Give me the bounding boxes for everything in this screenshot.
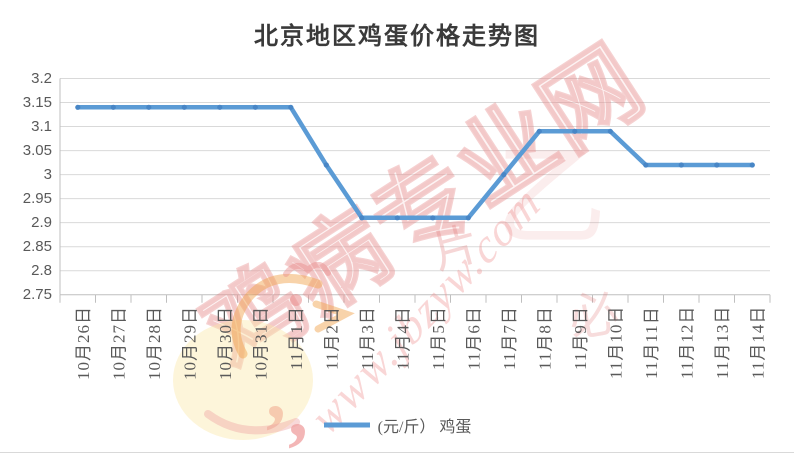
legend-line-icon (323, 422, 370, 428)
x-axis-tick-label: 11月7日 (499, 306, 519, 370)
x-axis-tick-label: 10月26日 (73, 306, 93, 380)
data-point-marker (359, 215, 365, 221)
y-axis-tick-label: 3.2 (31, 69, 52, 87)
data-point-marker (75, 104, 81, 110)
data-point-marker (714, 162, 720, 168)
x-axis-tick-label: 10月29日 (180, 306, 200, 380)
data-point-marker (607, 128, 613, 134)
y-axis-tick-label: 3.05 (22, 141, 52, 159)
x-axis-tick-label: 10月30日 (215, 306, 235, 380)
x-axis-tick-label: 11月4日 (393, 306, 413, 370)
x-axis-tick-label: 11月11日 (641, 306, 661, 379)
data-point-marker (217, 104, 223, 110)
legend-label: (元/斤） 鸡蛋 (377, 419, 472, 436)
data-point-marker (252, 104, 258, 110)
x-axis-tick-label: 11月1日 (286, 306, 306, 370)
data-point-marker (501, 172, 507, 178)
chart-title: 北京地区鸡蛋价格走势图 (254, 24, 540, 50)
x-axis-tick-label: 10月28日 (144, 306, 164, 380)
x-axis-tick-label: 11月10日 (606, 305, 626, 379)
y-axis-tick-label: 2.8 (31, 261, 52, 279)
y-axis-tick-label: 2.95 (22, 189, 52, 207)
x-axis-tick-label: 11月8日 (535, 306, 555, 370)
legend: (元/斤） 鸡蛋 (0, 413, 794, 437)
y-axis-tick-label: 3 (43, 165, 52, 183)
data-point-marker (678, 162, 684, 168)
x-axis-tick-label: 11月5日 (428, 306, 448, 370)
y-axis-tick-label: 3.15 (22, 93, 52, 111)
data-point-marker (643, 162, 649, 168)
x-axis-tick-label: 11月14日 (748, 305, 768, 379)
x-axis-tick-label: 11月13日 (712, 305, 732, 379)
x-axis-tick-label: 11月3日 (357, 306, 377, 370)
data-point-marker (430, 215, 436, 221)
price-line (75, 105, 755, 221)
x-axis-tick-label: 10月31日 (251, 306, 271, 380)
y-axis-tick-label: 2.85 (22, 237, 52, 255)
y-axis-tick-label: 2.9 (31, 213, 52, 231)
data-point-marker (181, 104, 187, 110)
data-point-marker (572, 128, 578, 134)
y-axis-tick-label: 3.1 (31, 117, 52, 135)
data-point-marker (110, 104, 116, 110)
data-point-marker (323, 162, 329, 168)
data-point-marker (146, 104, 152, 110)
x-axis-tick-label: 10月27日 (109, 306, 129, 380)
x-axis-tick-label: 11月9日 (570, 306, 590, 370)
y-axis-tick-label: 2.75 (22, 285, 52, 303)
data-point-marker (394, 215, 400, 221)
x-axis-tick-label: 11月12日 (677, 305, 697, 379)
data-point-marker (465, 215, 471, 221)
data-point-marker (288, 104, 294, 110)
data-point-marker (536, 128, 542, 134)
x-axis-tick-label: 11月2日 (322, 306, 342, 370)
x-axis-tick-label: 11月6日 (464, 306, 484, 370)
data-point-marker (749, 162, 755, 168)
